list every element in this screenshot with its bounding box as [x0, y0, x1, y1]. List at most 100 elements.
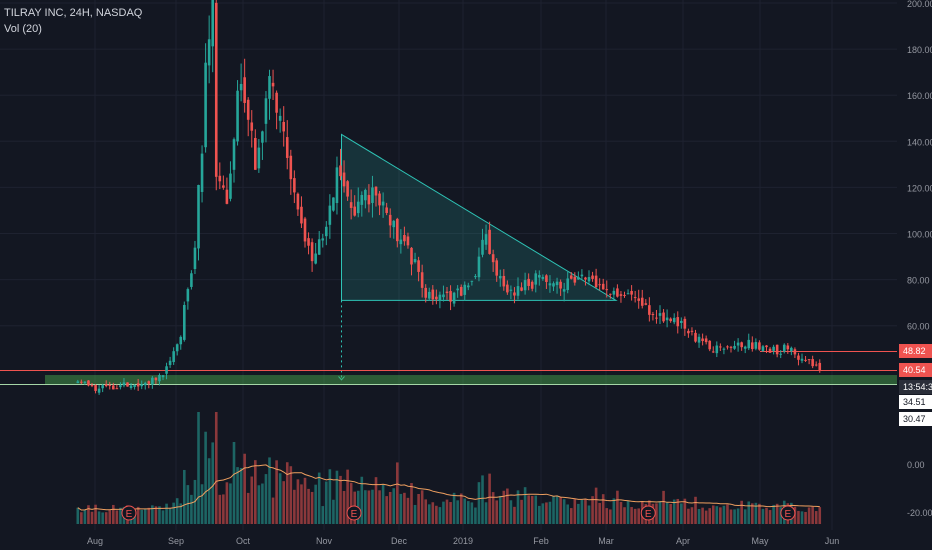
candle-body — [711, 351, 715, 353]
candle-body — [271, 82, 275, 87]
earnings-marker[interactable]: E — [121, 505, 137, 521]
candle-body — [577, 276, 580, 280]
volume-bar — [506, 488, 509, 524]
volume-bar — [342, 490, 346, 524]
candle-body — [637, 298, 641, 301]
candle-body — [360, 195, 364, 205]
candle-body — [623, 294, 626, 296]
candle-body — [690, 330, 694, 332]
volume-bar — [367, 490, 371, 524]
volume-bar — [349, 482, 353, 524]
volume-bar — [484, 502, 488, 524]
volume-bar — [658, 501, 662, 524]
volume-bar — [396, 462, 399, 524]
volume-bar — [119, 507, 122, 524]
earnings-circle — [780, 505, 796, 521]
candle-body — [502, 275, 506, 287]
candle-body — [165, 366, 168, 374]
volume-bar — [161, 510, 165, 524]
volume-bar — [751, 503, 754, 524]
candle-body — [516, 286, 520, 296]
volume-bar — [690, 507, 694, 524]
volume-bar — [403, 492, 406, 524]
earnings-marker[interactable]: E — [640, 505, 656, 521]
volume-bar — [143, 509, 147, 524]
volume-bar — [768, 510, 772, 524]
candle-body — [371, 187, 374, 203]
candle-body — [396, 218, 399, 242]
candle-body — [633, 297, 637, 299]
volume-bar — [701, 507, 704, 524]
volume-bar — [80, 512, 83, 524]
candle-body — [303, 218, 307, 242]
candle-body — [211, 0, 215, 47]
volume-bar — [545, 502, 548, 524]
volume-bar — [112, 504, 115, 524]
candle-body — [346, 181, 349, 197]
earnings-marker[interactable]: E — [346, 505, 362, 521]
candle-body — [605, 289, 609, 291]
volume-bar — [775, 503, 779, 524]
volume-bar — [697, 509, 701, 524]
volume-bar — [804, 511, 807, 524]
candle-body — [83, 381, 87, 384]
candle-body — [559, 281, 562, 289]
candle-body — [736, 342, 740, 346]
projection-arrow — [338, 376, 345, 381]
candle-body — [317, 239, 321, 255]
price-label-box — [899, 380, 932, 394]
candle-body — [520, 287, 523, 291]
volume-bar — [83, 509, 87, 524]
candle-body — [225, 189, 229, 204]
volume-bar — [467, 501, 470, 524]
price-label-text: 13:54:31 — [903, 382, 932, 392]
candle-body — [509, 289, 513, 291]
candle-body — [435, 296, 438, 300]
earnings-circle — [640, 505, 656, 521]
candle-body — [278, 115, 282, 121]
candle-body — [158, 374, 161, 382]
candle-body — [438, 294, 442, 301]
volume-bar — [601, 494, 605, 524]
volume-bar — [719, 507, 722, 524]
price-tick-label: 180.00 — [907, 45, 932, 55]
candle-body — [285, 137, 289, 158]
volume-bar — [797, 510, 800, 524]
volume-bar — [97, 511, 101, 524]
volume-bar — [317, 472, 321, 524]
volume-tick-label: 0.00 — [907, 460, 925, 470]
candle-body — [197, 184, 200, 249]
volume-indicator-label[interactable]: Vol (20) — [4, 23, 42, 35]
volume-bar — [442, 501, 445, 524]
candle-body — [378, 193, 381, 206]
candle-body — [417, 260, 420, 272]
volume-bar — [726, 504, 729, 524]
price-axis[interactable]: 200.00 180.00 160.00 140.00 120.00 100.00 80.0… — [907, 0, 932, 518]
volume-bar — [562, 499, 566, 524]
candle-body — [669, 318, 672, 322]
candle-body — [410, 247, 413, 265]
volume-bar — [381, 484, 385, 524]
volume-bar — [548, 501, 552, 524]
earnings-marker[interactable]: E — [780, 505, 796, 521]
candle-body — [772, 346, 775, 351]
candle-body — [183, 304, 186, 340]
volume-bar — [364, 490, 367, 524]
candle-body — [87, 380, 90, 386]
volume-bar — [523, 487, 527, 524]
candle-body — [594, 275, 598, 288]
volume-bar — [243, 453, 246, 524]
candle-body — [349, 202, 353, 208]
volume-bar — [516, 490, 520, 524]
time-axis[interactable]: Aug Sep Oct Nov Dec 2019 Feb Mar Apr May Jun — [87, 536, 839, 546]
volume-bar — [268, 457, 271, 524]
volume-bar — [261, 483, 264, 524]
volume-bar — [758, 503, 761, 524]
time-tick-label: Jun — [825, 536, 840, 546]
candle-body — [254, 137, 257, 170]
candle-body — [449, 291, 452, 302]
candle-body — [147, 381, 151, 384]
descending-triangle — [338, 133, 618, 381]
